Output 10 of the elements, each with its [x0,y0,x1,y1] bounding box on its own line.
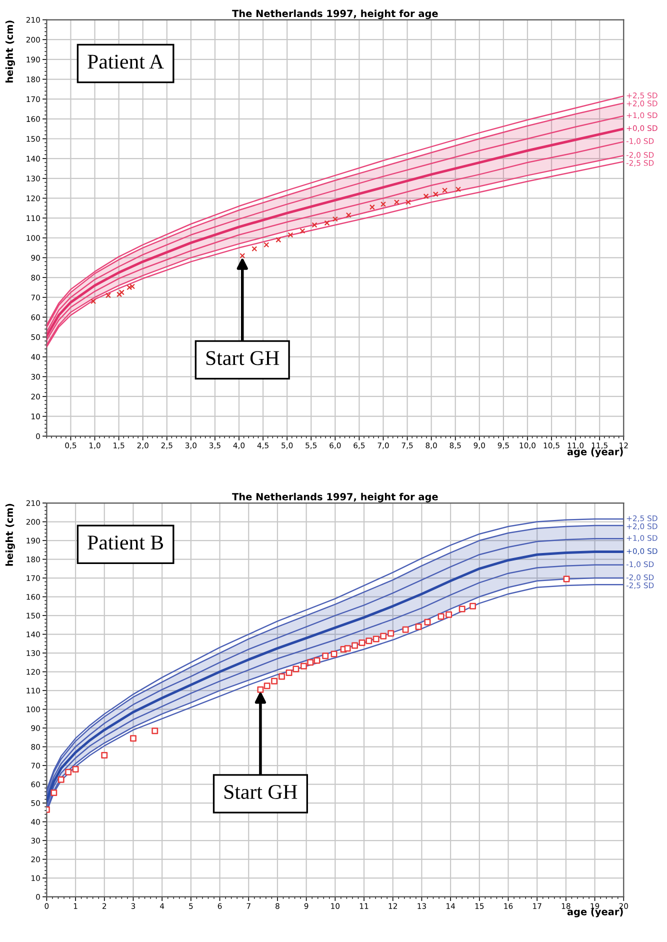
y-axis-title: height (cm) [5,20,15,83]
y-axis-title: height (cm) [5,504,15,566]
annotation: Start GH [224,784,298,799]
annotation: Patient A [88,54,164,69]
x-axis-title: age (year) [567,448,623,458]
annotation: Start GH [206,351,280,366]
annotation: Patient B [88,536,164,550]
chart-title: The Netherlands 1997, height for age [232,492,438,502]
x-axis-title: age (year) [567,908,623,918]
chart-title: The Netherlands 1997, height for age [232,10,438,20]
